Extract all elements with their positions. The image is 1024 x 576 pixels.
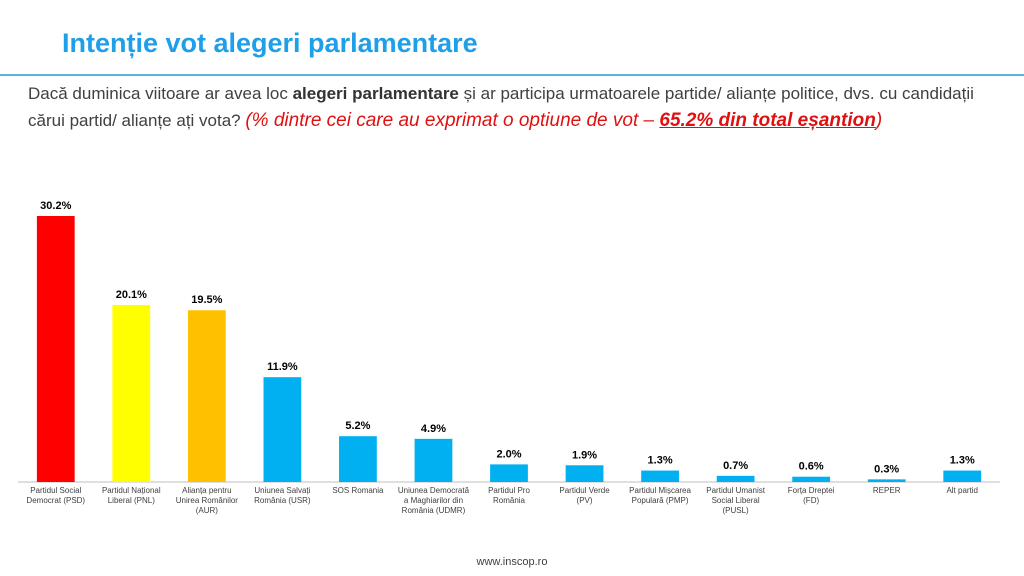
category-tick-label: Partidul Național Liberal (PNL) [102,486,161,505]
data-label: 5.2% [345,420,370,432]
vote-intention-bar-chart: 30.2% Partidul Social Democrat (PSD) 20.1% P… [18,200,1000,515]
bar [867,479,906,482]
data-label: 0.3% [874,463,899,475]
category-tick-label: Partidul Pro România [488,486,530,505]
question-text-part2: și ar participa urmatoarele partide/ ali… [28,84,974,130]
footer-url: www.inscop.ro [476,556,548,568]
category-tick-label: Uniunea Salvați România (USR) [254,486,311,505]
sample-note: (% dintre cei care au exprimat o optiune… [245,110,882,131]
category-tick-label: Forța Dreptei (FD) [788,486,835,505]
data-label: 19.5% [191,294,222,306]
bar [716,475,755,482]
data-label: 1.3% [648,455,673,467]
question-text-bold: alegeri parlamentare [292,84,459,103]
bar [641,470,679,482]
category-tick-label: Alianța pentru Unirea Românilor (AUR) [176,486,239,515]
bar [187,310,226,482]
category-tick-label: SOS Romania [332,486,384,495]
data-label: 0.6% [799,461,824,473]
bar [792,476,831,482]
bar [263,377,302,482]
category-tick-label: Partidul Mișcarea Populară (PMP) [629,486,691,505]
sample-note-suffix: ) [875,110,883,131]
data-label: 1.9% [572,449,597,461]
question-text-part1: Dacă duminica viitoare ar avea loc [28,84,293,103]
sample-note-underlined: 65.2% din total eșantion [659,110,876,131]
category-tick-label: REPER [873,486,901,495]
data-label: 1.3% [950,455,975,467]
category-tick-label: Partidul Social Democrat (PSD) [26,486,85,505]
category-tick-label: Alt partid [946,486,978,495]
survey-question: Dacă duminica viitoare ar avea loc alege… [28,80,1003,134]
data-label: 11.9% [267,361,298,373]
bar [565,465,604,482]
data-label: 2.0% [496,448,521,460]
page-title: Intenție vot alegeri parlamentare [62,28,478,58]
data-label: 4.9% [421,423,446,435]
sample-note-prefix: (% dintre cei care au exprimat o optiune… [245,110,660,131]
data-label: 0.7% [723,460,748,472]
data-label: 30.2% [40,200,71,212]
category-tick-label: Uniunea Democrată a Maghiarilor din Români… [398,486,470,515]
bar [943,470,982,482]
category-tick-label: Partidul Verde (PV) [559,486,610,505]
category-tick-label: Partidul Umanist Social Liberal (PUSL) [706,486,765,515]
bar [112,304,151,482]
title-divider [0,74,1024,76]
bar [414,438,453,482]
bar [490,464,528,482]
bar [36,216,75,482]
bar [339,436,377,482]
data-label: 20.1% [116,289,147,301]
